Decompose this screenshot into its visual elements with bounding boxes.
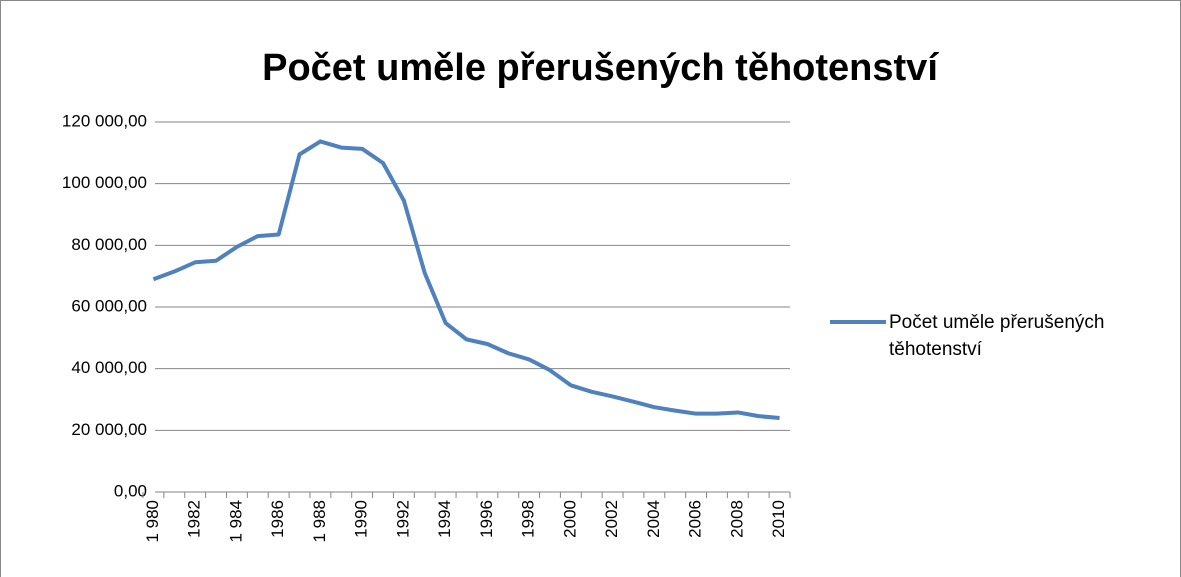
x-tick-label: 1998: [519, 500, 538, 538]
y-tick-label: 80 000,00: [71, 235, 147, 254]
legend-label: Počet uměle přerušených těhotenství: [889, 312, 1105, 360]
x-tick-label: 1994: [435, 500, 454, 538]
x-tick-label: 2000: [560, 500, 579, 538]
x-tick-label: 1982: [185, 500, 204, 538]
x-tick-label: 1992: [393, 500, 412, 538]
x-tick-label: 2002: [602, 500, 621, 538]
y-tick-label: 40 000,00: [71, 358, 147, 377]
x-tick-label: 1996: [477, 500, 496, 538]
x-tick-label: 1 984: [226, 500, 245, 543]
y-tick-label: 60 000,00: [71, 296, 147, 315]
x-tick-label: 2010: [769, 500, 788, 538]
x-tick-label: 2008: [727, 500, 746, 538]
x-tick-label: 1 988: [310, 500, 329, 543]
x-tick-label: 1990: [352, 500, 371, 538]
chart-title: Počet uměle přerušených těhotenství: [262, 47, 939, 89]
y-tick-label: 100 000,00: [62, 173, 147, 192]
x-tick-label: 1 980: [143, 500, 162, 543]
x-tick-label: 2004: [644, 500, 663, 538]
y-tick-label: 20 000,00: [71, 420, 147, 439]
data-line: [152, 139, 780, 420]
x-tick-label: 1986: [268, 500, 287, 538]
y-tick-label: 0,00: [114, 481, 147, 500]
x-tick-label: 2006: [686, 500, 705, 538]
y-tick-label: 120 000,00: [62, 111, 147, 130]
